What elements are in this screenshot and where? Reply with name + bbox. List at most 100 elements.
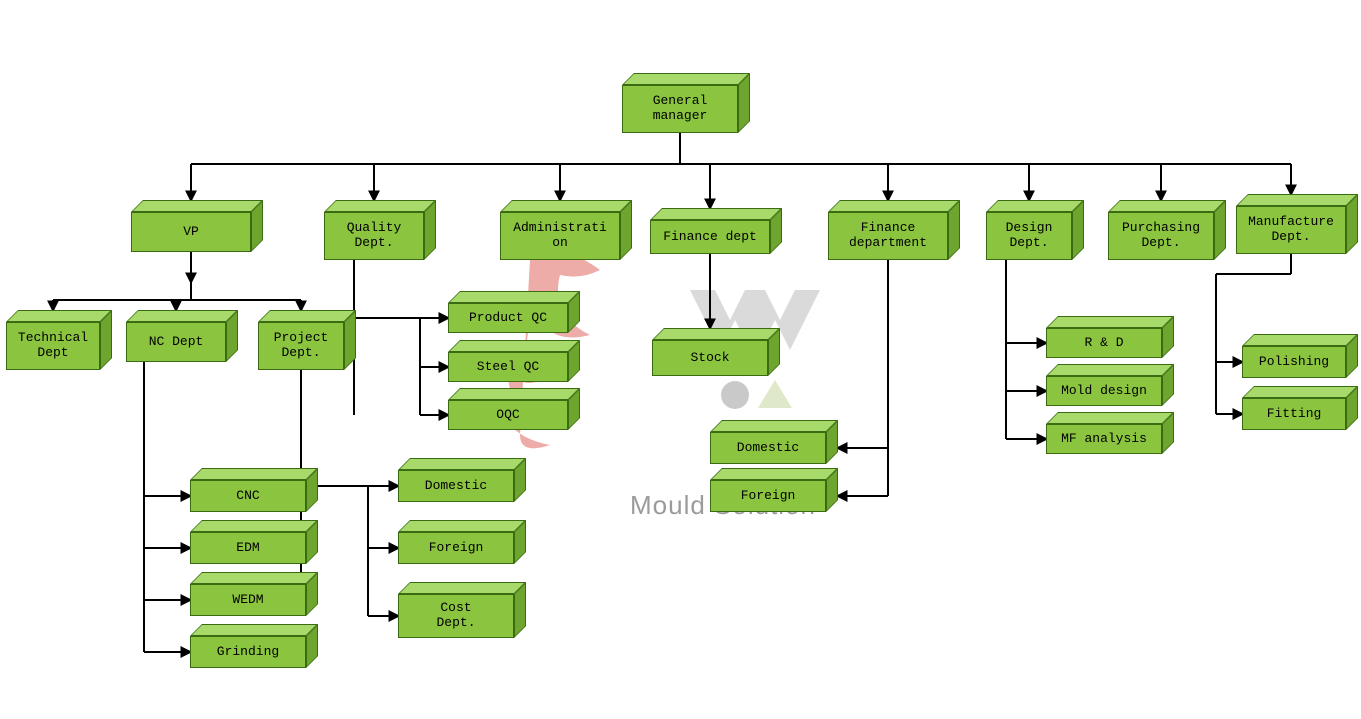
- node-stock: Stock: [652, 340, 768, 376]
- node-proj_foreign: Foreign: [398, 532, 514, 564]
- node-admin: Administration: [500, 212, 620, 260]
- org-chart-canvas: Mould Solution GeneralmanagerVPQualityDe…: [0, 0, 1361, 719]
- node-oqc: OQC: [448, 400, 568, 430]
- box-top: [622, 73, 750, 85]
- box-top: [398, 458, 526, 470]
- box-side: [344, 310, 356, 370]
- node-label-admin: Administration: [500, 212, 620, 260]
- node-label-purchasing: PurchasingDept.: [1108, 212, 1214, 260]
- node-label-polishing: Polishing: [1242, 346, 1346, 378]
- node-cnc: CNC: [190, 480, 306, 512]
- box-side: [1072, 200, 1084, 260]
- node-label-ncdept: NC Dept: [126, 322, 226, 362]
- box-top: [258, 310, 356, 322]
- box-top: [448, 291, 580, 303]
- box-top: [190, 572, 318, 584]
- node-label-finance2: Financedepartment: [828, 212, 948, 260]
- node-label-stock: Stock: [652, 340, 768, 376]
- box-top: [398, 582, 526, 594]
- box-top: [126, 310, 238, 322]
- box-side: [1346, 194, 1358, 254]
- box-top: [500, 200, 632, 212]
- box-top: [1046, 412, 1174, 424]
- node-label-gm: Generalmanager: [622, 85, 738, 133]
- node-purchasing: PurchasingDept.: [1108, 212, 1214, 260]
- box-side: [620, 200, 632, 260]
- box-side: [1214, 200, 1226, 260]
- box-top: [1242, 334, 1358, 346]
- node-label-proj_foreign: Foreign: [398, 532, 514, 564]
- box-top: [710, 468, 838, 480]
- box-top: [652, 328, 780, 340]
- node-label-proj_cost: CostDept.: [398, 594, 514, 638]
- box-top: [324, 200, 436, 212]
- node-label-fitting: Fitting: [1242, 398, 1346, 430]
- box-top: [1108, 200, 1226, 212]
- box-side: [514, 582, 526, 638]
- node-label-mfanalysis: MF analysis: [1046, 424, 1162, 454]
- node-label-technical: TechnicalDept: [6, 322, 100, 370]
- box-top: [1046, 364, 1174, 376]
- box-top: [710, 420, 838, 432]
- box-top: [1236, 194, 1358, 206]
- node-rd: R & D: [1046, 328, 1162, 358]
- node-label-quality: QualityDept.: [324, 212, 424, 260]
- node-fin_foreign: Foreign: [710, 480, 826, 512]
- node-label-molddesign: Mold design: [1046, 376, 1162, 406]
- node-label-design: DesignDept.: [986, 212, 1072, 260]
- node-label-fin_domestic: Domestic: [710, 432, 826, 464]
- node-finance1: Finance dept: [650, 220, 770, 254]
- node-project: ProjectDept.: [258, 322, 344, 370]
- node-gm: Generalmanager: [622, 85, 738, 133]
- node-fitting: Fitting: [1242, 398, 1346, 430]
- box-top: [131, 200, 263, 212]
- node-steelqc: Steel QC: [448, 352, 568, 382]
- node-label-grinding: Grinding: [190, 636, 306, 668]
- node-design: DesignDept.: [986, 212, 1072, 260]
- node-label-oqc: OQC: [448, 400, 568, 430]
- node-label-vp: VP: [131, 212, 251, 252]
- box-top: [6, 310, 112, 322]
- box-top: [190, 468, 318, 480]
- node-grinding: Grinding: [190, 636, 306, 668]
- node-label-cnc: CNC: [190, 480, 306, 512]
- node-label-finance1: Finance dept: [650, 220, 770, 254]
- box-top: [190, 520, 318, 532]
- box-side: [948, 200, 960, 260]
- node-manufacture: ManufactureDept.: [1236, 206, 1346, 254]
- box-side: [738, 73, 750, 133]
- box-top: [1242, 386, 1358, 398]
- node-quality: QualityDept.: [324, 212, 424, 260]
- node-label-steelqc: Steel QC: [448, 352, 568, 382]
- node-label-wedm: WEDM: [190, 584, 306, 616]
- node-edm: EDM: [190, 532, 306, 564]
- node-label-proj_domestic: Domestic: [398, 470, 514, 502]
- node-label-edm: EDM: [190, 532, 306, 564]
- node-fin_domestic: Domestic: [710, 432, 826, 464]
- box-top: [398, 520, 526, 532]
- node-productqc: Product QC: [448, 303, 568, 333]
- node-label-rd: R & D: [1046, 328, 1162, 358]
- box-top: [1046, 316, 1174, 328]
- node-finance2: Financedepartment: [828, 212, 948, 260]
- box-side: [100, 310, 112, 370]
- node-wedm: WEDM: [190, 584, 306, 616]
- box-top: [190, 624, 318, 636]
- node-label-project: ProjectDept.: [258, 322, 344, 370]
- node-label-fin_foreign: Foreign: [710, 480, 826, 512]
- node-proj_cost: CostDept.: [398, 594, 514, 638]
- node-label-productqc: Product QC: [448, 303, 568, 333]
- box-top: [986, 200, 1084, 212]
- node-ncdept: NC Dept: [126, 322, 226, 362]
- box-side: [424, 200, 436, 260]
- node-polishing: Polishing: [1242, 346, 1346, 378]
- node-label-manufacture: ManufactureDept.: [1236, 206, 1346, 254]
- box-top: [828, 200, 960, 212]
- box-top: [448, 388, 580, 400]
- node-technical: TechnicalDept: [6, 322, 100, 370]
- node-mfanalysis: MF analysis: [1046, 424, 1162, 454]
- node-molddesign: Mold design: [1046, 376, 1162, 406]
- box-top: [448, 340, 580, 352]
- node-proj_domestic: Domestic: [398, 470, 514, 502]
- node-vp: VP: [131, 212, 251, 252]
